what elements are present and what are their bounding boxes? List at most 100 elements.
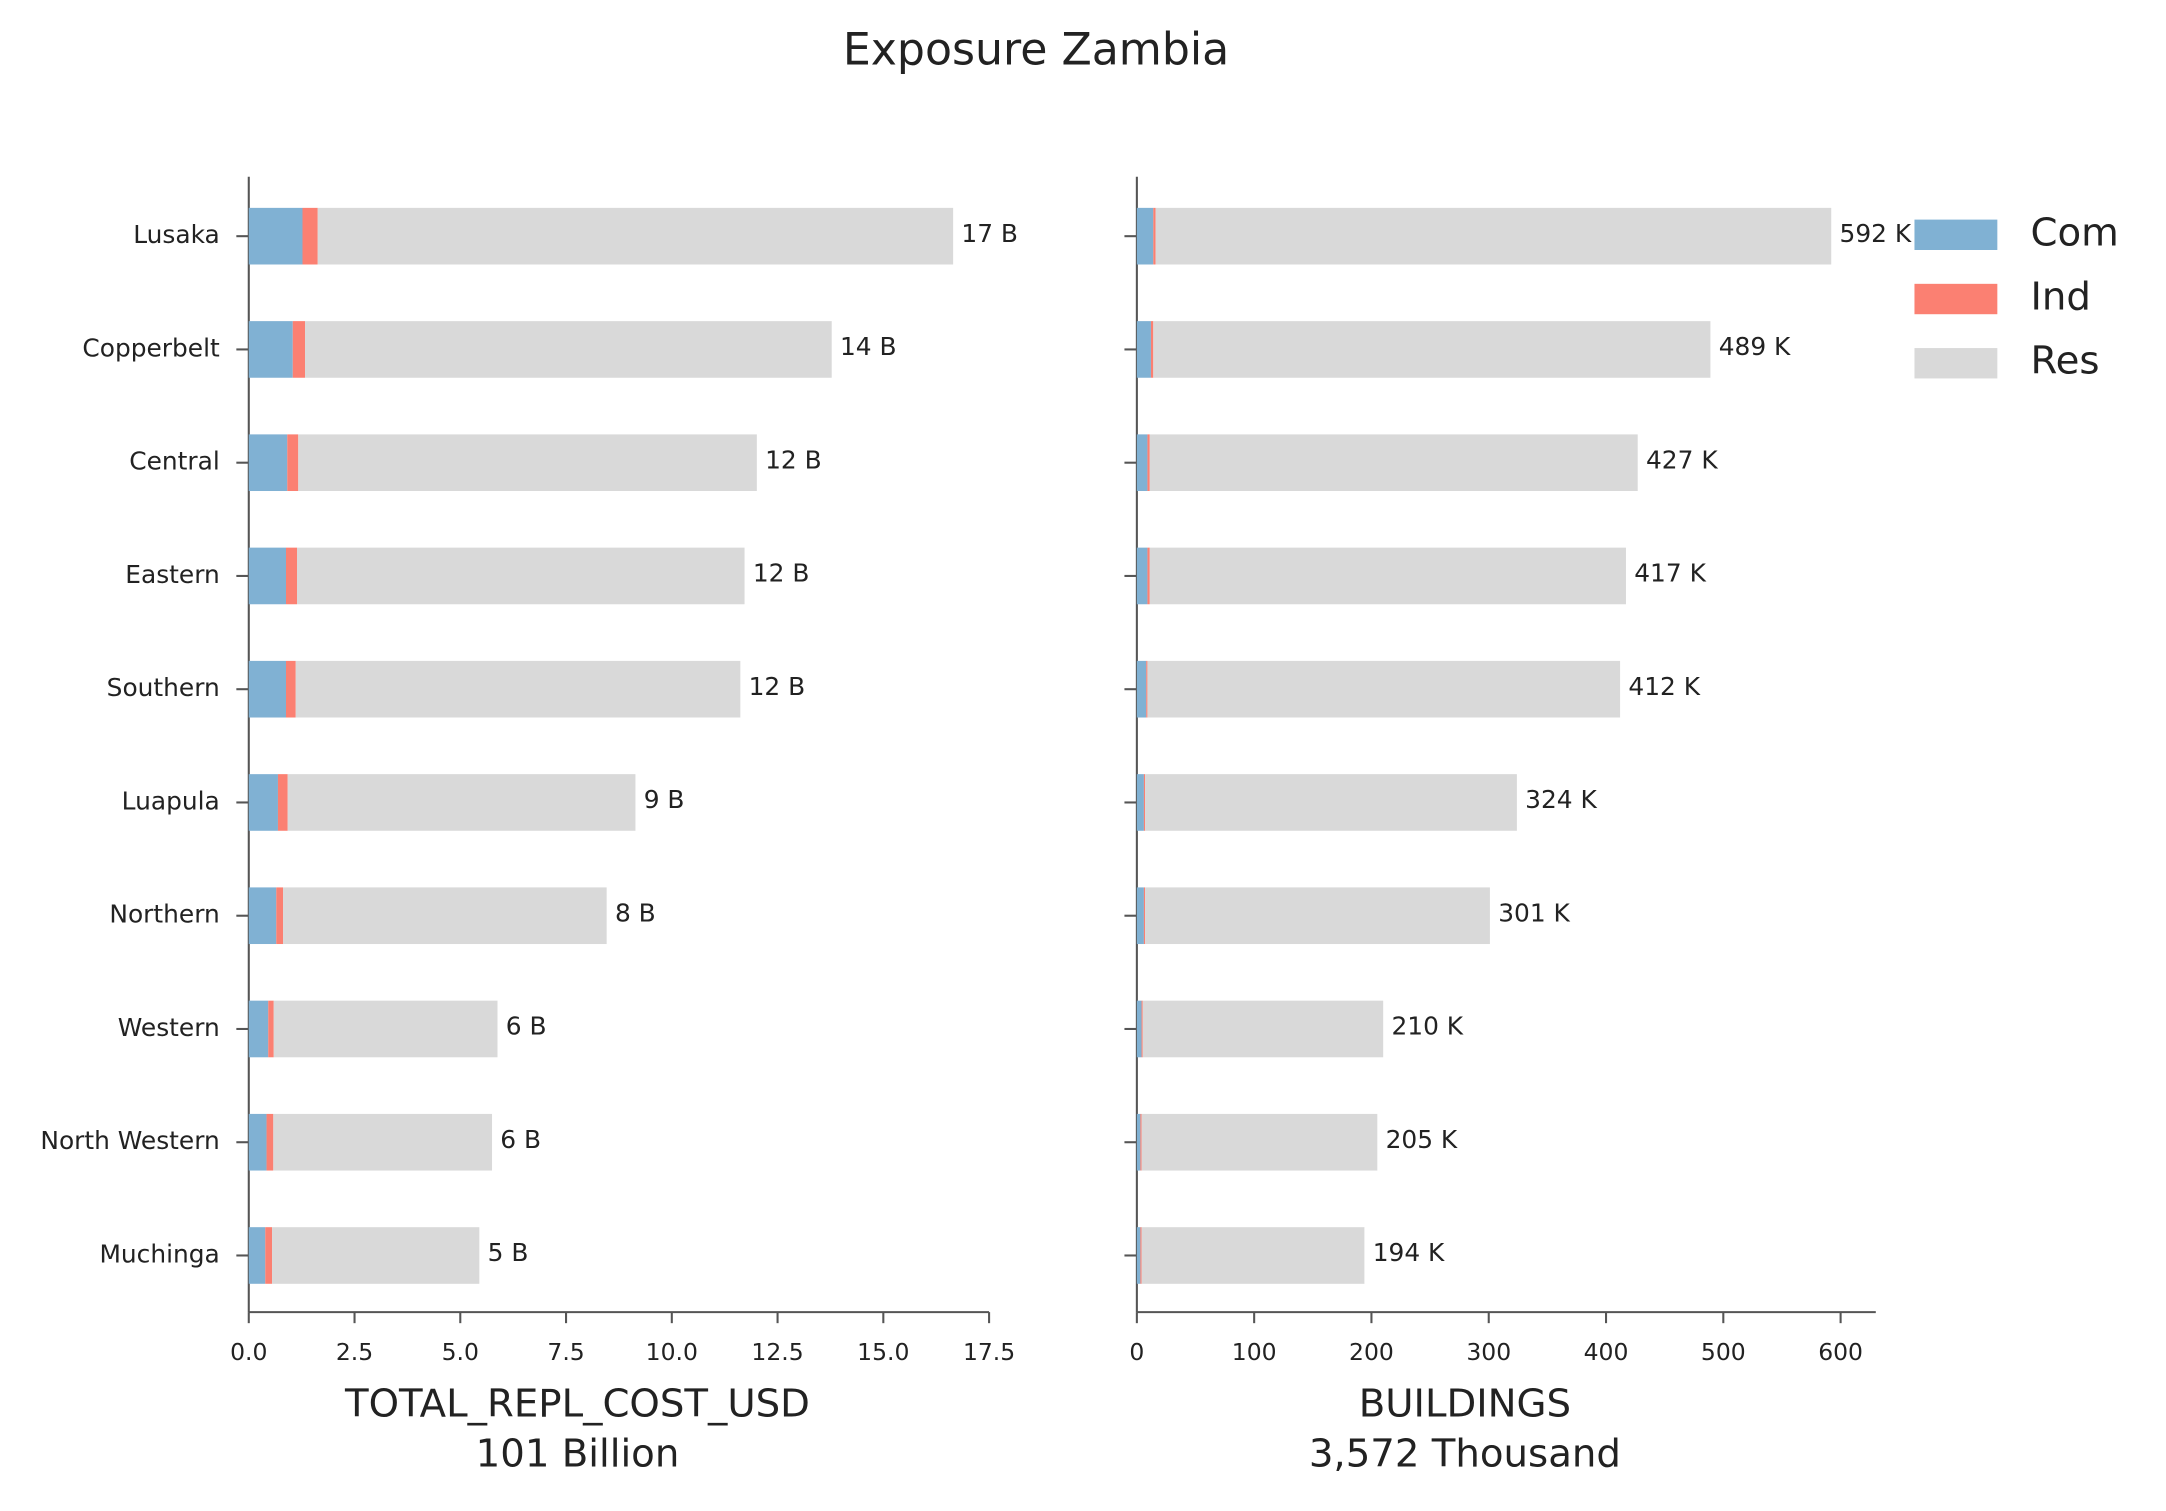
x-tick-label: 15.0 <box>857 1338 909 1366</box>
bar-segment <box>1150 321 1154 378</box>
y-tick-label: Lusaka <box>133 220 220 249</box>
x-axis-label: 3,572 Thousand <box>1309 1431 1621 1476</box>
total-label: 205 K <box>1386 1125 1458 1154</box>
bar-segment <box>248 1113 267 1171</box>
bar-segment <box>1153 321 1711 378</box>
y-tick-label: North Western <box>40 1126 219 1155</box>
bar-segment <box>295 660 741 718</box>
total-label: 12 B <box>749 672 806 701</box>
bar-segment <box>1143 774 1146 831</box>
legend-swatch <box>1914 348 1998 379</box>
bar-segment <box>1136 434 1148 492</box>
bar-segment <box>1145 887 1490 945</box>
y-tick-label: Eastern <box>125 560 219 589</box>
legend-swatch <box>1914 219 1998 250</box>
bar-segment <box>276 887 284 945</box>
bar-segment <box>1136 774 1144 831</box>
legend-label: Res <box>2030 339 2099 384</box>
bar-segment <box>1136 207 1154 265</box>
bar-segment <box>248 434 288 492</box>
bar-segment <box>248 1000 269 1058</box>
bar-segment <box>248 547 287 605</box>
bar-segment <box>1136 1227 1141 1284</box>
bar-segment <box>1142 1000 1384 1058</box>
legend-swatch <box>1914 283 1998 315</box>
bar-segment <box>248 887 277 945</box>
total-label: 5 B <box>488 1238 529 1267</box>
bar-segment <box>277 774 288 831</box>
bar-segment <box>248 660 287 718</box>
bar-segment <box>1136 1113 1141 1171</box>
total-label: 8 B <box>615 898 656 927</box>
bar-segment <box>1136 547 1148 605</box>
x-tick-label: 2.5 <box>336 1338 373 1366</box>
x-tick-label: 500 <box>1701 1338 1746 1366</box>
total-label: 324 K <box>1525 785 1597 814</box>
bar-segment <box>286 547 297 605</box>
bar-segment <box>248 774 278 831</box>
total-label: 412 K <box>1628 672 1700 701</box>
bar-segment <box>298 434 757 492</box>
bar-segment <box>292 321 306 378</box>
x-tick-label: 200 <box>1349 1338 1394 1366</box>
bar-segment <box>296 547 745 605</box>
bar-segment <box>1141 1227 1365 1284</box>
total-label: 17 B <box>961 219 1018 248</box>
x-tick-label: 300 <box>1466 1338 1511 1366</box>
legend-label: Com <box>2030 210 2118 255</box>
bar-segment <box>1155 207 1832 265</box>
bar-segment <box>1147 434 1150 492</box>
y-tick-label: Muchinga <box>99 1239 219 1268</box>
total-label: 12 B <box>765 445 822 474</box>
bar-segment <box>302 207 318 265</box>
bar-segment <box>287 774 636 831</box>
x-tick-label: 10.0 <box>646 1338 698 1366</box>
bar-segment <box>1153 207 1156 265</box>
x-tick-label: 0.0 <box>230 1338 267 1366</box>
bar-segment <box>283 887 607 945</box>
x-axis-label: 101 Billion <box>476 1431 680 1476</box>
bar-segment <box>287 434 299 492</box>
x-tick-label: 17.5 <box>963 1338 1015 1366</box>
y-tick-label: Central <box>129 447 220 476</box>
bar-segment <box>1143 887 1146 945</box>
bar-segment <box>1147 547 1150 605</box>
total-label: 301 K <box>1498 898 1570 927</box>
legend-label: Ind <box>2030 275 2090 320</box>
x-tick-label: 5.0 <box>442 1338 479 1366</box>
bar-segment <box>268 1000 274 1058</box>
bar-segment <box>1141 1000 1143 1058</box>
bar-segment <box>1136 660 1147 718</box>
x-tick-label: 12.5 <box>751 1338 803 1366</box>
bar-segment <box>1141 1113 1378 1171</box>
bar-segment <box>1147 660 1621 718</box>
bar-segment <box>1140 1227 1142 1284</box>
bar-segment <box>317 207 954 265</box>
total-label: 9 B <box>644 785 685 814</box>
total-label: 210 K <box>1391 1012 1463 1041</box>
total-label: 6 B <box>500 1125 541 1154</box>
y-tick-label: Northern <box>109 900 219 929</box>
bar-segment <box>1136 321 1151 378</box>
x-axis-label: BUILDINGS <box>1359 1382 1571 1427</box>
total-label: 12 B <box>753 559 810 588</box>
bar-segment <box>1136 1000 1142 1058</box>
bar-segment <box>1149 547 1626 605</box>
bar-segment <box>266 1113 274 1171</box>
y-tick-label: Southern <box>107 673 220 702</box>
y-tick-label: Copperbelt <box>82 333 220 362</box>
y-tick-label: Luapula <box>122 786 220 815</box>
x-tick-label: 0 <box>1129 1338 1144 1366</box>
x-axis-label: TOTAL_REPL_COST_USD <box>344 1382 810 1427</box>
total-label: 194 K <box>1373 1238 1445 1267</box>
bar-segment <box>305 321 832 378</box>
bar-segment <box>272 1227 480 1284</box>
total-label: 489 K <box>1719 332 1791 361</box>
bar-segment <box>273 1000 498 1058</box>
bar-segment <box>1146 660 1148 718</box>
bar-segment <box>1140 1113 1142 1171</box>
bar-segment <box>248 1227 266 1284</box>
bar-segment <box>286 660 296 718</box>
x-tick-label: 600 <box>1818 1338 1863 1366</box>
